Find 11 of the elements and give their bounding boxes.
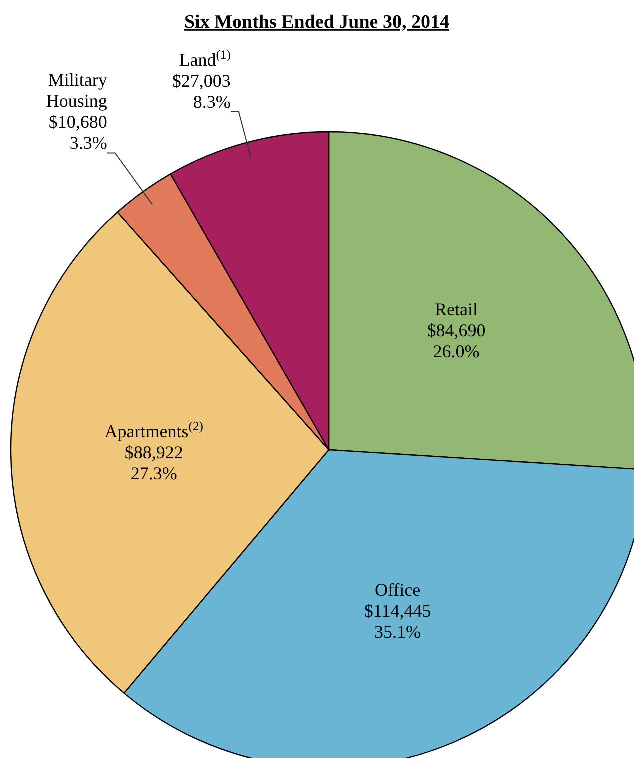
slice-label: Apartments$^{(2)}$ (104, 419, 204, 442)
chart-title: Six Months Ended June 30, 2014 (184, 12, 450, 33)
slice-label: Land$^{(1)}$ (179, 48, 231, 70)
data-label: $27,003 8.3% (172, 70, 231, 112)
slice-label: Office (374, 580, 421, 600)
data-label: $84,690 26.0% (427, 320, 486, 362)
data-label: $10,680 3.3% (48, 112, 108, 154)
slice-label: Retail (434, 299, 478, 320)
data-label: $88,922 27.3% (124, 442, 184, 484)
data-label: $114,445 35.1% (364, 600, 432, 642)
slice-label: Military Housing (46, 70, 108, 112)
